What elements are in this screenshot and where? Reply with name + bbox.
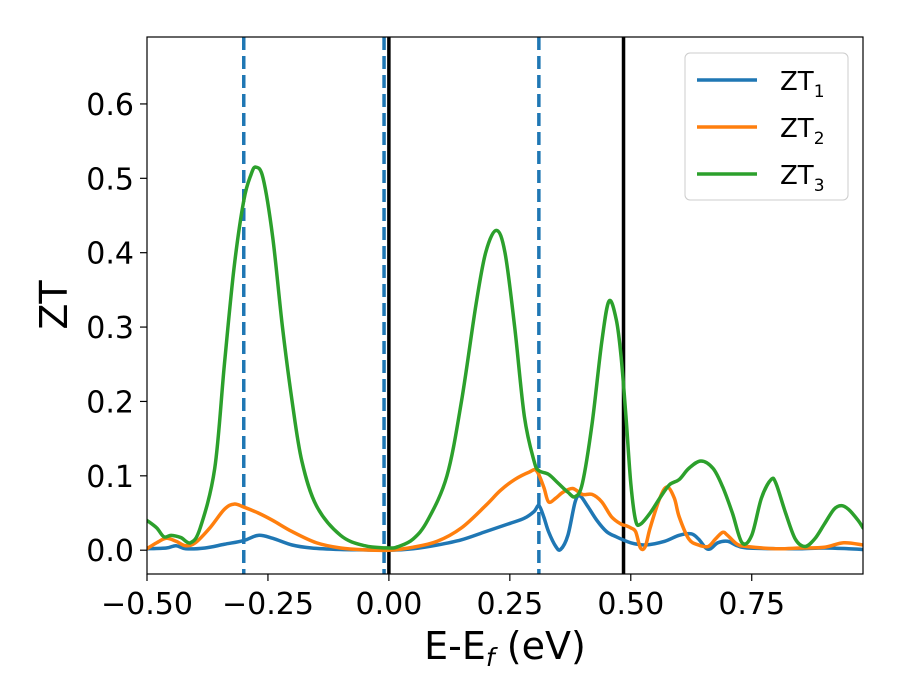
x-tick-label: −0.25 [222,587,314,622]
legend-label-zt3: ZT3 [780,161,825,196]
x-axis-ticks: −0.50 −0.25 0.00 0.25 0.50 0.75 [101,574,785,622]
x-tick-label: 0.25 [476,587,543,622]
legend: ZT1 ZT2 ZT3 [684,52,849,201]
x-axis-label: E-Ef (eV) [424,624,586,672]
y-tick-label: 0.0 [86,534,134,569]
x-tick-label: −0.50 [101,587,193,622]
vertical-reference-lines [242,37,626,574]
plot-frame [146,36,864,575]
y-tick-label: 0.5 [86,162,134,197]
y-tick-label: 0.6 [86,88,134,123]
y-axis-label: ZT [32,280,76,330]
legend-box [684,52,849,201]
x-tick-label: 0.00 [355,587,422,622]
y-tick-label: 0.2 [86,385,134,420]
series-lines [147,165,863,553]
series-line-zt3 [147,165,863,550]
y-axis-ticks: 0.0 0.1 0.2 0.3 0.4 0.5 0.6 [86,88,147,569]
legend-label-zt1: ZT1 [780,67,825,102]
y-tick-label: 0.4 [86,237,134,272]
y-tick-label: 0.3 [86,311,134,346]
x-tick-label: 0.50 [597,587,664,622]
x-tick-label: 0.75 [718,587,785,622]
y-tick-label: 0.1 [86,460,134,495]
series-line-zt2 [147,467,863,553]
series-line-zt1 [147,493,863,552]
legend-label-zt2: ZT2 [780,114,825,149]
